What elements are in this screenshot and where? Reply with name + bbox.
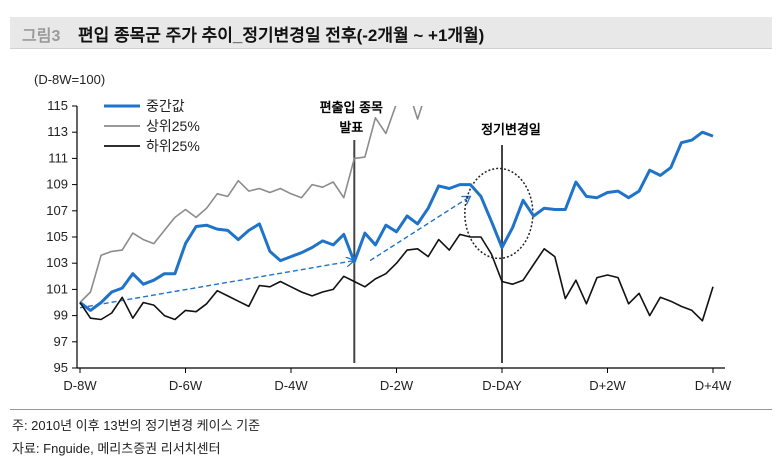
y-tick-label: 115 (47, 98, 68, 113)
series-line-1 (79, 130, 714, 312)
trend-arrow (79, 261, 354, 309)
y-tick-label: 97 (54, 334, 68, 349)
trend-arrow (369, 196, 470, 262)
series-line-2 (79, 106, 423, 304)
legend-label: 상위25% (146, 118, 200, 134)
series-line-3 (79, 233, 714, 322)
y-tick-label: 95 (54, 360, 68, 375)
event-label: 편출입 종목 (320, 100, 383, 115)
x-tick-label: D-6W (169, 378, 203, 393)
chart-title: 편입 종목군 주가 추이_정기변경일 전후(-2개월 ~ +1개월) (78, 26, 485, 45)
source-note: 자료: Fnguide, 메리츠증권 리서치센터 (12, 441, 221, 456)
legend-label: 하위25% (146, 138, 200, 154)
figure-label: 그림3 (22, 28, 61, 45)
legend-label: 중간값 (146, 98, 185, 114)
x-tick-label: D-4W (274, 378, 308, 393)
event-label: 정기변경일 (481, 122, 541, 137)
y-tick-label: 105 (46, 229, 68, 244)
y-tick-label: 101 (46, 281, 68, 296)
highlight-ellipse (464, 167, 534, 260)
x-tick-label: D-8W (63, 378, 97, 393)
title-bar: 그림3 편입 종목군 주가 추이_정기변경일 전후(-2개월 ~ +1개월) (10, 17, 772, 49)
x-tick-label: D+2W (589, 378, 626, 393)
footer-divider (10, 409, 772, 410)
y-tick-label: 111 (48, 150, 68, 165)
x-tick-label: D-2W (380, 378, 414, 393)
y-tick-label: 113 (47, 124, 68, 139)
y-tick-label: 109 (46, 177, 68, 192)
x-tick-label: D-DAY (482, 378, 522, 393)
y-tick-label: 107 (46, 203, 68, 218)
footnote: 주: 2010년 이후 13번의 정기변경 케이스 기준 (12, 418, 261, 433)
event-label: 발표 (339, 120, 363, 135)
y-axis-unit-label: (D-8W=100) (34, 72, 106, 87)
series-group (79, 106, 714, 322)
y-tick-label: 99 (54, 308, 68, 323)
x-tick-label: D+4W (695, 378, 732, 393)
y-tick-label: 103 (46, 255, 68, 270)
